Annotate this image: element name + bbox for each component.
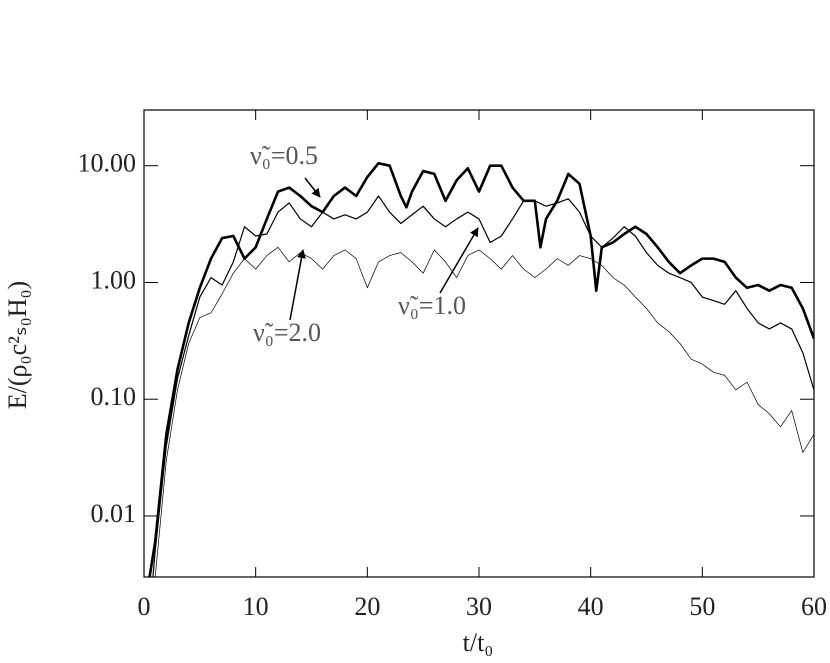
annotation-arrow <box>439 227 479 294</box>
plot-frame <box>143 109 815 578</box>
x-axis-label: t/t₀ <box>463 628 494 657</box>
series-line <box>152 195 814 577</box>
annotation: ν̃₀=2.0 <box>253 318 321 347</box>
x-tick-label: 0 <box>138 592 151 621</box>
x-tick-label: 50 <box>689 592 715 621</box>
annotation: ν̃₀=1.0 <box>398 291 466 320</box>
annotation: ν̃₀=0.5 <box>250 141 318 170</box>
annotation-arrow <box>289 249 306 321</box>
series-line <box>148 161 814 577</box>
y-tick-label: 0.01 <box>91 499 137 528</box>
y-tick-label: 1.00 <box>91 265 137 294</box>
y-tick-label: 0.10 <box>91 382 137 411</box>
x-tick-label: 10 <box>243 592 269 621</box>
x-tick-label: 20 <box>354 592 380 621</box>
annotation-arrow <box>304 177 321 198</box>
y-axis-label: E/(ρ₀c²ₛ₀H₀) <box>3 281 32 409</box>
x-tick-label: 40 <box>578 592 604 621</box>
series-line <box>154 246 814 577</box>
x-tick-label: 60 <box>801 592 827 621</box>
x-tick-label: 30 <box>466 592 492 621</box>
plot-area <box>148 161 814 577</box>
y-tick-label: 10.00 <box>78 149 137 178</box>
